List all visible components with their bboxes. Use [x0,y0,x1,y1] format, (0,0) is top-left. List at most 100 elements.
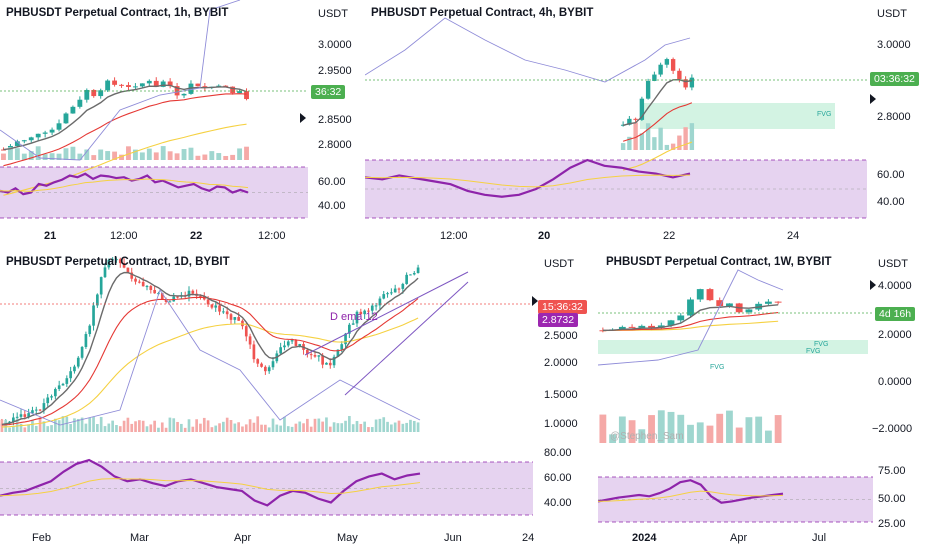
candle-body [599,330,607,332]
candle-body [298,344,302,346]
volume-bar [183,427,187,432]
candle-body [244,91,249,100]
fvg-label: FVG [814,341,829,348]
x-tick: 24 [522,532,535,544]
currency-label[interactable]: USDT [878,258,908,270]
volume-bar [105,151,111,160]
volume-bar [54,418,57,432]
volume-bar [145,426,149,432]
chart-panel-1d[interactable]: PHBUSDT Perpetual Contract, 1D, BYBIT US… [0,250,596,550]
volume-bar [57,420,61,432]
volume-bar [63,148,69,160]
candle-body [56,123,62,130]
volume-bar [344,420,347,432]
candle-body [107,259,111,268]
scroll-marker-icon[interactable] [300,113,306,123]
volume-bar [146,148,152,160]
chart-panel-4h[interactable]: PHBUSDT Perpetual Contract, 4h, BYBIT US… [365,0,932,248]
x-tick: Apr [730,532,748,544]
currency-label[interactable]: USDT [318,8,348,20]
trendline-upper [304,271,469,356]
candle-body [153,80,159,87]
scroll-marker-icon[interactable] [532,296,538,306]
candle-body [188,83,194,94]
volume-bar [35,146,41,160]
volume-bar [664,144,670,150]
candle-body [91,89,97,97]
volume-bar [321,421,324,432]
volume-bar [355,421,359,432]
y-tick: −2.0000 [872,423,913,435]
volume-bar [160,146,166,160]
candle-body [145,286,149,288]
rsi-line [0,172,249,196]
ema-yellow-line [1,317,419,428]
candle-body [111,259,114,261]
candle-body [271,361,275,368]
x-tick: 20 [538,230,551,242]
currency-label[interactable]: USDT [877,8,907,20]
volume-bar [397,420,401,432]
y-tick: 1.5000 [544,389,578,401]
y-tick: 2.9500 [318,65,352,77]
volume-bar [689,123,695,150]
rsi-tick: 40.00 [318,200,346,212]
candle-body [374,305,378,307]
volume-bar [167,151,173,160]
volume-bar [77,153,83,160]
volume-bar [374,419,378,432]
chart-panel-1w[interactable]: PHBUSDT Perpetual Contract, 1W, BYBIT US… [598,250,932,550]
band-line [0,0,241,161]
candle-body [638,325,646,328]
countdown-tag: 15:36:32 [538,300,587,314]
candle-body [401,283,405,289]
currency-label[interactable]: USDT [544,258,574,270]
volume-bar [252,422,256,432]
candle-body [122,263,126,268]
volume-bar [670,143,676,150]
volume-bar [264,424,267,432]
x-tick: 12:00 [258,230,286,242]
chart-panel-1h[interactable]: PHBUSDT Perpetual Contract, 1h, BYBIT US… [0,0,362,248]
candle-body [191,290,195,294]
candle-body [351,323,355,325]
candle-body [416,267,420,274]
volume-bar [206,420,210,432]
volume-bar [8,427,11,432]
candle-body [65,378,69,384]
x-tick: 12:00 [440,230,468,242]
candle-body [176,296,179,298]
volume-bar [50,425,53,432]
candle-body [119,84,124,86]
candle-body [658,64,663,75]
volume-bar [401,423,405,432]
candle-body [160,293,164,300]
candle-body [92,305,95,326]
fvg-label: FVG [710,364,725,371]
candle-body [187,290,191,297]
volume-bar [91,155,97,160]
volume-bar [99,416,103,432]
candle-body [683,79,688,88]
scroll-marker-icon[interactable] [870,94,876,104]
candle-body [332,356,336,366]
scroll-marker-icon[interactable] [870,280,876,290]
volume-bar [275,424,279,432]
fvg-label: FVG [806,348,821,355]
candle-body [726,303,733,307]
volume-bar [141,420,145,432]
volume-bar [628,420,636,443]
volume-bar [633,122,638,150]
volume-bar [726,410,733,443]
candle-body [230,86,236,94]
volume-bar [317,418,321,432]
volume-bar [764,430,772,443]
volume-bar [31,420,34,432]
rsi-line [0,458,421,507]
volume-bar [38,417,42,432]
volume-bar [126,146,131,160]
candle-body [42,132,48,134]
candle-body [34,409,38,411]
volume-bar [107,423,111,432]
volume-bar [244,424,248,432]
